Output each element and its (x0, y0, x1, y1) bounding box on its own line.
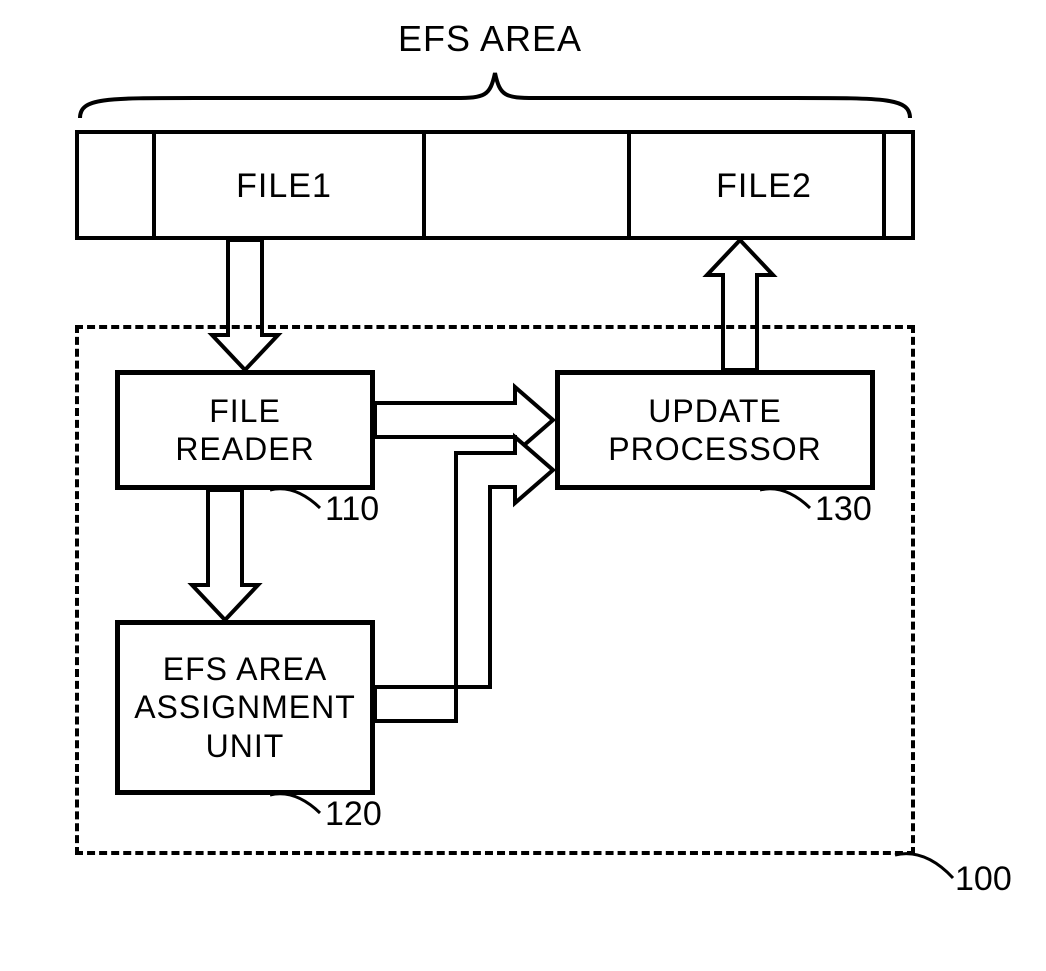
efs-divider (152, 134, 156, 236)
ref-110: 110 (325, 490, 379, 529)
file-reader-label: FILE READER (175, 392, 314, 469)
efs-assignment-block: EFS AREA ASSIGNMENT UNIT (115, 620, 375, 795)
ref-130: 130 (815, 490, 872, 529)
efs-divider (882, 134, 886, 236)
update-processor-label: UPDATE PROCESSOR (608, 392, 821, 469)
efs-divider (627, 134, 631, 236)
efs-divider (422, 134, 426, 236)
ref-line-110 (270, 486, 330, 516)
ref-line-120 (270, 791, 330, 821)
efs-assignment-label: EFS AREA ASSIGNMENT UNIT (134, 650, 356, 765)
arrow-assign-to-proc (375, 430, 575, 730)
brace-icon (75, 68, 915, 123)
file2-label: FILE2 (664, 167, 864, 206)
file-reader-block: FILE READER (115, 370, 375, 490)
efs-area-bar: FILE1 FILE2 (75, 130, 915, 240)
ref-120: 120 (325, 795, 382, 834)
ref-100: 100 (955, 860, 1012, 899)
ref-line-130 (760, 486, 820, 516)
efs-area-title: EFS AREA (340, 18, 640, 60)
arrow-reader-to-assign (180, 490, 270, 625)
ref-line-100 (895, 850, 960, 885)
update-processor-block: UPDATE PROCESSOR (555, 370, 875, 490)
file1-label: FILE1 (174, 167, 394, 206)
